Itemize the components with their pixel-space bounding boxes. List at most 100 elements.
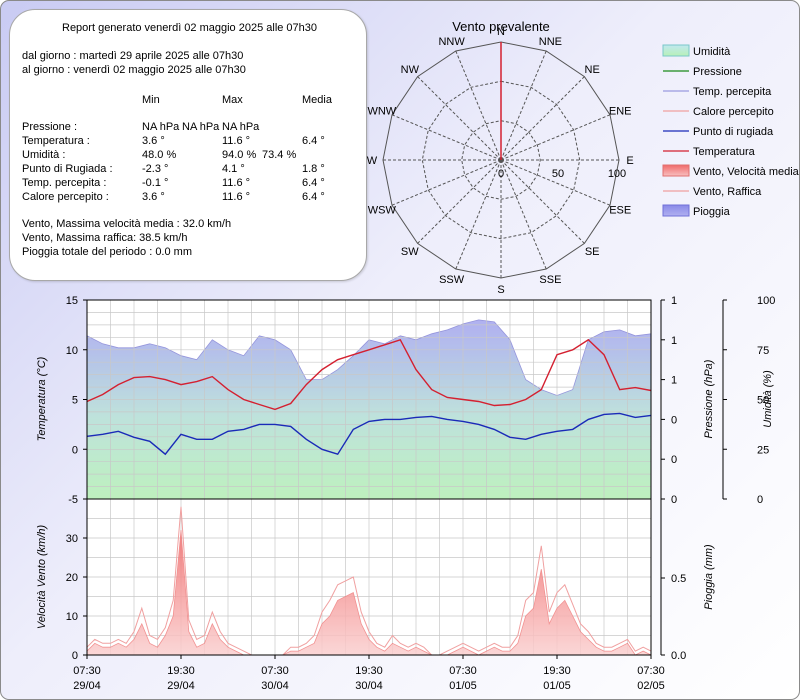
x-tick-date: 30/04 — [355, 680, 383, 692]
series-dewpoint-line — [86, 412, 652, 456]
rose-direction-label: SSE — [539, 274, 561, 286]
legend-swatch — [662, 44, 690, 57]
x-tick-date: 29/04 — [73, 680, 101, 692]
rose-direction-label: NNW — [438, 36, 465, 48]
row-label-temperature: Temperatura : — [22, 135, 90, 147]
row-label-dewpoint: Punto di Rugiada : — [22, 163, 113, 175]
heat-max: 11.6 ° — [222, 191, 251, 203]
rose-direction-label: E — [626, 155, 633, 167]
x-tick-time: 19:30 — [543, 665, 571, 677]
rose-ring — [461, 120, 541, 200]
row-label-heat: Calore percepito : — [22, 191, 109, 203]
rain-summary: Pioggia totale del periodo : 0.0 mm — [22, 246, 192, 258]
pressure-avg: NA hPa — [222, 121, 260, 133]
x-tick-time: 07:30 — [449, 665, 477, 677]
top-ytick-label: 10 — [66, 345, 78, 357]
rose-direction-label: WSW — [368, 204, 397, 216]
rain-tick-label: 0.0 — [671, 650, 686, 662]
rain-label: Pioggia (mm) — [703, 544, 715, 610]
legend-label: Temperatura — [693, 146, 756, 158]
rose-spoke — [417, 76, 502, 161]
x-tick-date: 01/05 — [543, 680, 571, 692]
legend-label: Calore percepito — [693, 106, 774, 118]
legend-label: Umidità — [693, 46, 731, 58]
report-title: Report generato venerdì 02 maggio 2025 a… — [62, 22, 318, 34]
pressure-tick-label: 1 — [671, 375, 677, 387]
temperature-avg: 6.4 ° — [302, 135, 325, 147]
x-tick-time: 07:30 — [637, 665, 665, 677]
x-tick-time: 07:30 — [261, 665, 289, 677]
pressure-tick-label: 1 — [671, 295, 677, 307]
top-ytick-label: 5 — [72, 395, 78, 407]
rose-radial-tick: 50 — [552, 168, 564, 180]
humidity-tick-label: 75 — [757, 345, 769, 357]
pressure-label: Pressione (hPa) — [703, 359, 715, 438]
rose-direction-label: ENE — [609, 106, 632, 118]
pressure-tick-label: 1 — [671, 335, 677, 347]
top-ytick-label: 15 — [66, 295, 78, 307]
temperature-min: 3.6 ° — [142, 135, 165, 147]
series-temperature-line — [86, 338, 652, 411]
humidity-tick-label: 50 — [757, 395, 769, 407]
pressure-tick-label: 0 — [671, 414, 677, 426]
legend-label: Punto di rugiada — [693, 126, 774, 138]
rose-direction-label: NE — [585, 64, 600, 76]
legend-swatch — [662, 164, 690, 177]
bottom-ytick-label: 30 — [66, 533, 78, 545]
dewpoint-min: -2.3 ° — [142, 163, 169, 175]
wind-gust-summary: Vento, Massima raffica: 38.5 km/h — [22, 232, 188, 244]
bottom-ytick-label: 0 — [72, 650, 78, 662]
rose-radial-tick: 100 — [608, 168, 626, 180]
rose-direction-label: NNE — [539, 36, 562, 48]
rose-spoke — [500, 159, 585, 244]
rose-direction-label: NW — [401, 64, 420, 76]
rose-direction-label: SE — [585, 246, 600, 258]
heat-avg: 6.4 ° — [302, 191, 325, 203]
pressure-max: NA hPa — [182, 121, 220, 133]
rose-direction-label: WNW — [367, 106, 396, 118]
dewpoint-avg: 1.8 ° — [302, 163, 325, 175]
row-label-feels: Temp. percepita : — [22, 177, 107, 189]
series-wind-avg-area — [86, 530, 652, 656]
humidity-tick-label: 25 — [757, 444, 769, 456]
feels-max: 11.6 ° — [222, 177, 251, 189]
x-tick-date: 29/04 — [167, 680, 195, 692]
rose-ring — [421, 80, 581, 240]
x-tick-date: 30/04 — [261, 680, 289, 692]
pressure-min: NA hPa — [142, 121, 180, 133]
x-tick-date: 02/05 — [637, 680, 665, 692]
legend-label: Pioggia — [693, 206, 731, 218]
top-ytick-label: -5 — [68, 494, 78, 506]
temperature-max: 11.6 ° — [222, 135, 251, 147]
rose-direction-label: N — [497, 26, 505, 38]
humidity-tick-label: 0 — [757, 494, 763, 506]
humidity-max: 94.0 % — [222, 149, 257, 161]
rose-direction-label: S — [497, 284, 504, 296]
humidity-avg: 73.4 % — [262, 149, 297, 161]
wind-rain-chart: 0 10 20 30 0.0 0.5 Velocità Vento (km/h) Pioggi… — [36, 498, 715, 692]
series-wind-gust-line — [86, 506, 652, 656]
bottom-ylabel: Velocità Vento (km/h) — [36, 524, 48, 629]
wind-avg-summary: Vento, Massima velocità media : 32.0 km/… — [22, 218, 232, 230]
humidity-label: Umidità (%) — [762, 370, 774, 428]
rose-direction-label: SW — [401, 246, 419, 258]
humidity-tick-label: 100 — [757, 295, 775, 307]
col-header-avg: Media — [302, 94, 332, 106]
legend-label: Temp. percepita — [693, 86, 772, 98]
bottom-ytick-label: 20 — [66, 572, 78, 584]
x-tick-time: 19:30 — [355, 665, 383, 677]
heat-min: 3.6 ° — [142, 191, 165, 203]
dewpoint-max: 4.1 ° — [222, 163, 245, 175]
x-tick-time: 07:30 — [73, 665, 101, 677]
top-ylabel: Temperatura (°C) — [36, 356, 48, 441]
x-tick-time: 19:30 — [167, 665, 195, 677]
wind-rose-title: Vento prevalente — [452, 19, 550, 34]
row-label-pressure: Pressione : — [22, 121, 78, 133]
bottom-ytick-label: 10 — [66, 611, 78, 623]
pressure-tick-label: 0 — [671, 454, 677, 466]
col-header-min: Min — [142, 94, 160, 106]
period-from: dal giorno : martedì 29 aprile 2025 alle… — [22, 50, 244, 62]
legend-swatch — [662, 204, 690, 217]
